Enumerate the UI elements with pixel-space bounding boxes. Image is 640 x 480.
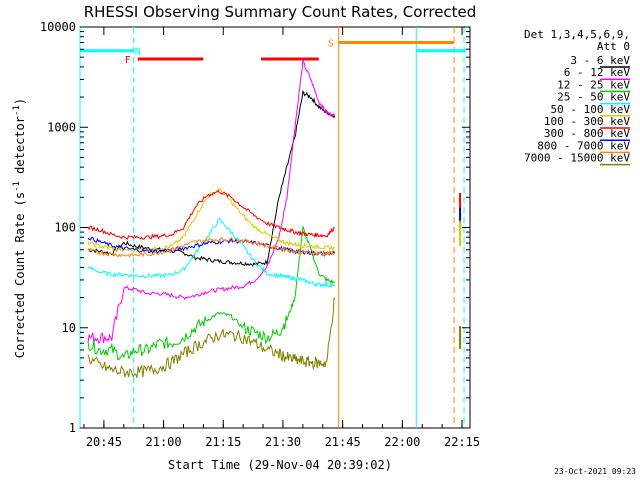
y-tick-label-1: 1 [69, 421, 76, 435]
flag-label-S: S [328, 39, 334, 50]
series-line-5 [87, 189, 335, 240]
flag-bars: NF S [80, 39, 467, 66]
y-axis-label-sup1: -1 [12, 181, 22, 192]
chart-title: RHESSI Observing Summary Count Rates, Co… [84, 3, 477, 21]
legend-entry-7: 800 - 7000 keV [537, 139, 630, 152]
y-tick-label-100: 100 [54, 221, 76, 235]
x-tick-label-21:30: 21:30 [265, 435, 301, 449]
plot-area [79, 26, 471, 429]
axis-ticks: 20:45 21:00 21:15 21:30 21:45 22:00 22:15 1 10 10… [40, 20, 480, 449]
legend-entry-5: 100 - 300 keV [544, 115, 630, 128]
legend-entry-0: 3 - 6 keV [570, 54, 630, 67]
y-tick-label-10000: 10000 [40, 20, 76, 34]
y-tick-label-1000: 1000 [47, 120, 76, 134]
y-axis-label-part2: detector [13, 116, 27, 181]
legend-entry-2: 12 - 25 keV [557, 78, 630, 91]
series-line-7 [87, 236, 336, 258]
series-line-0 [87, 90, 336, 268]
x-tick-label-22:00: 22:00 [384, 435, 420, 449]
x-tick-label-21:45: 21:45 [325, 435, 361, 449]
series-line-2 [87, 226, 335, 361]
y-tick-label-10: 10 [62, 321, 76, 335]
series-line-1 [87, 59, 336, 345]
x-tick-label-21:00: 21:00 [146, 435, 182, 449]
y-axis-label-sup2: -1 [12, 105, 22, 116]
flag-label-N: N [135, 47, 141, 58]
flag-label-F: F [125, 55, 131, 66]
timestamp: 23-Oct-2021 09:23 [554, 467, 636, 476]
x-tick-label-20:45: 20:45 [86, 435, 122, 449]
legend-header-line-1: Det 1,3,4,5,6,9, [524, 28, 630, 41]
y-axis-label-part1: Corrected Count Rate (s [13, 192, 27, 358]
x-axis-label: Start Time (29-Nov-04 20:39:02) [168, 458, 392, 472]
legend-entry-8: 7000 - 15000 keV [524, 152, 630, 165]
legend-entry-4: 50 - 100 keV [551, 103, 631, 116]
legend-entry-6: 300 - 800 keV [544, 127, 630, 140]
series-lines [87, 59, 462, 379]
x-tick-label-21:15: 21:15 [205, 435, 241, 449]
series-line-3 [87, 217, 335, 289]
y-axis-label: Corrected Count Rate (s-1 detector-1) [12, 98, 27, 358]
y-axis-label-part3: ) [13, 98, 27, 105]
series-line-8 [87, 297, 336, 379]
legend-header-line-2: Att 0 [597, 40, 630, 53]
legend-entry-3: 25 - 50 keV [557, 91, 630, 104]
legend-entry-1: 6 - 12 keV [564, 66, 631, 79]
x-tick-label-22:15: 22:15 [444, 435, 480, 449]
